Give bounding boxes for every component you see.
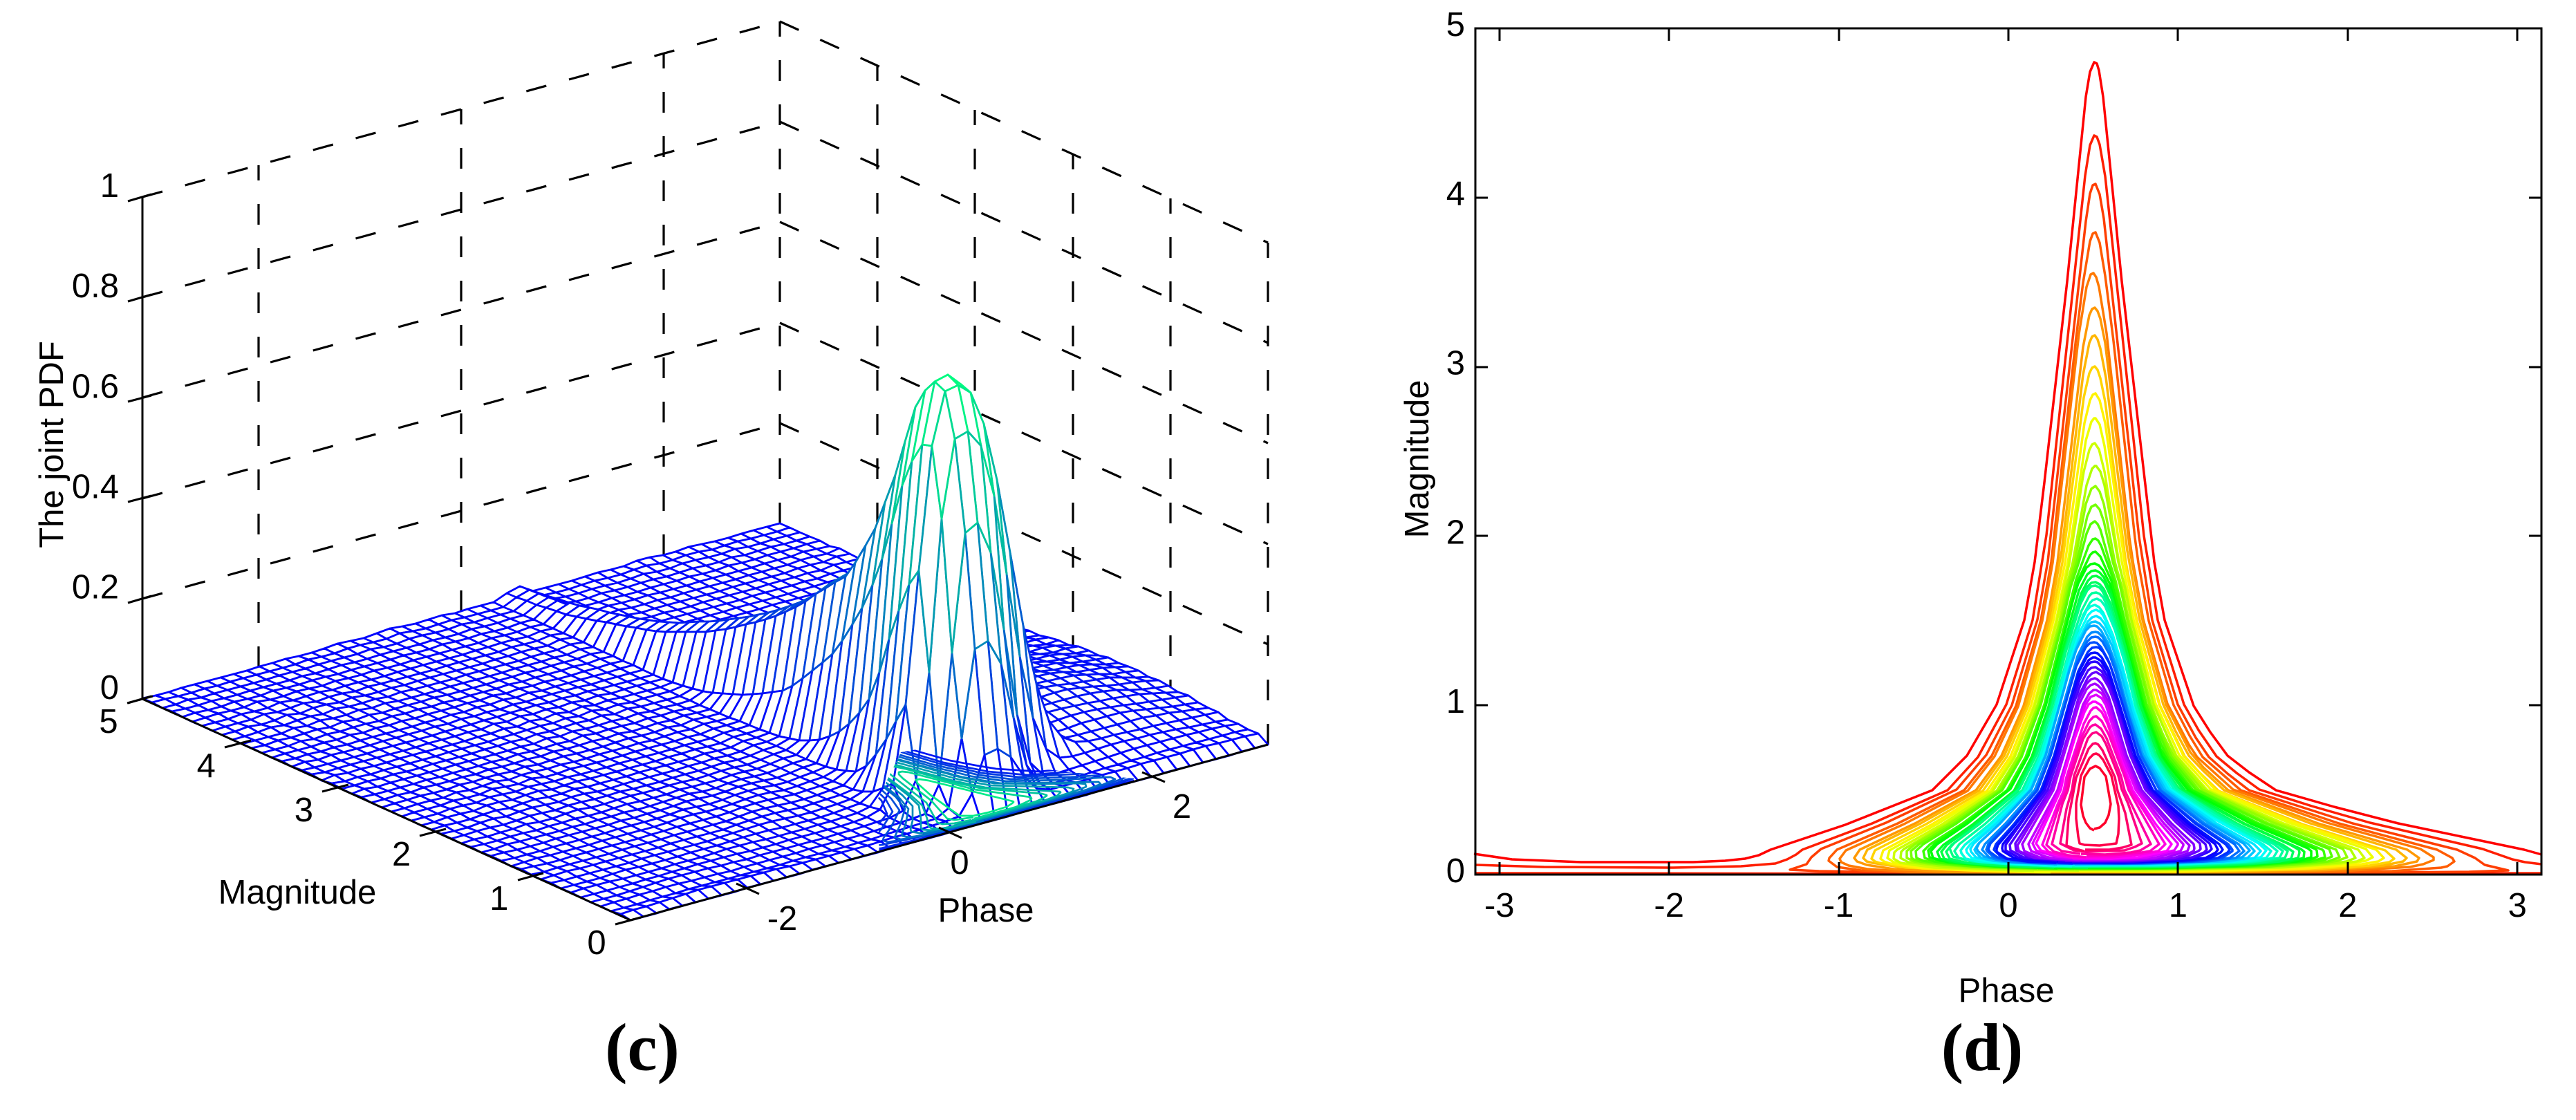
svg-text:4: 4 bbox=[1446, 176, 1465, 213]
svg-text:3: 3 bbox=[295, 792, 313, 829]
svg-text:2: 2 bbox=[1173, 788, 1191, 825]
svg-text:4: 4 bbox=[197, 747, 216, 785]
svg-text:The joint PDF: The joint PDF bbox=[33, 341, 71, 548]
svg-text:3: 3 bbox=[1446, 345, 1465, 382]
svg-text:1: 1 bbox=[100, 167, 119, 205]
svg-text:2: 2 bbox=[392, 836, 411, 873]
svg-text:Phase: Phase bbox=[1959, 972, 2055, 1009]
svg-text:-2: -2 bbox=[1654, 887, 1684, 924]
svg-text:0: 0 bbox=[587, 924, 606, 962]
svg-text:-2: -2 bbox=[767, 900, 798, 937]
svg-text:3: 3 bbox=[2508, 887, 2527, 924]
svg-text:1: 1 bbox=[1446, 683, 1465, 720]
svg-text:0: 0 bbox=[100, 669, 119, 707]
svg-text:Magnitude: Magnitude bbox=[218, 874, 377, 911]
svg-text:Phase: Phase bbox=[938, 892, 1034, 929]
svg-text:-1: -1 bbox=[1824, 887, 1854, 924]
svg-text:0: 0 bbox=[950, 844, 969, 881]
svg-text:0: 0 bbox=[1446, 852, 1465, 890]
svg-text:5: 5 bbox=[1446, 6, 1465, 44]
svg-text:0.8: 0.8 bbox=[72, 268, 119, 305]
svg-text:1: 1 bbox=[489, 880, 508, 917]
svg-text:0.4: 0.4 bbox=[72, 469, 119, 506]
svg-text:0.6: 0.6 bbox=[72, 368, 119, 405]
svg-text:2: 2 bbox=[1446, 514, 1465, 551]
svg-text:(d): (d) bbox=[1941, 1010, 2024, 1084]
svg-text:0.2: 0.2 bbox=[72, 569, 119, 606]
svg-text:2: 2 bbox=[2338, 887, 2357, 924]
svg-text:0: 0 bbox=[1999, 887, 2017, 924]
svg-text:(c): (c) bbox=[605, 1010, 680, 1084]
svg-text:1: 1 bbox=[2169, 887, 2187, 924]
svg-text:5: 5 bbox=[99, 703, 118, 740]
svg-text:Magnitude: Magnitude bbox=[1399, 380, 1436, 539]
svg-text:-3: -3 bbox=[1484, 887, 1515, 924]
